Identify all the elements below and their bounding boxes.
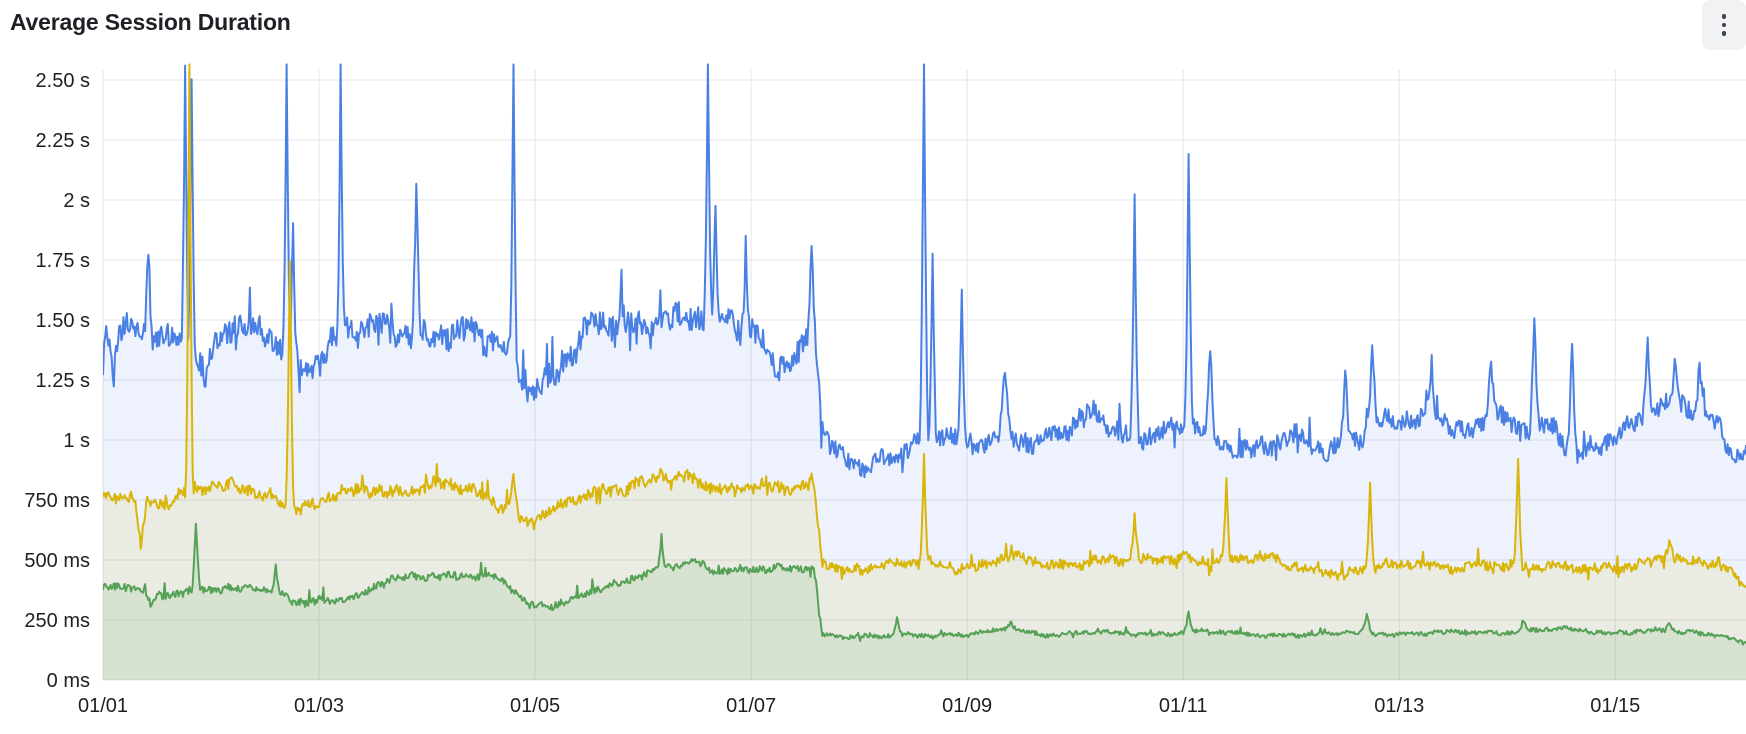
y-tick-label: 2.25 s	[36, 130, 90, 152]
panel-menu-button[interactable]	[1702, 0, 1746, 50]
x-tick-label: 01/03	[294, 695, 344, 717]
series-green-area	[103, 523, 1746, 680]
y-tick-label: 1.25 s	[36, 370, 90, 392]
x-tick-label: 01/13	[1374, 695, 1424, 717]
kebab-dot	[1721, 14, 1727, 19]
y-tick-label: 1 s	[63, 430, 90, 452]
series-yellow-area	[103, 64, 1746, 680]
series-blue-line	[103, 63, 1746, 479]
kebab-menu-icon	[1721, 14, 1727, 36]
x-tick-label: 01/01	[78, 695, 128, 717]
x-tick-label: 01/11	[1159, 695, 1208, 717]
panel-title: Average Session Duration	[10, 9, 291, 35]
y-tick-label: 2.50 s	[36, 70, 90, 92]
kebab-dot	[1721, 22, 1727, 28]
x-gridlines	[102, 70, 1616, 680]
y-tick-label: 750 ms	[24, 490, 90, 512]
y-tick-label: 250 ms	[24, 610, 90, 632]
series-blue-area	[103, 64, 1746, 680]
x-tick-label: 01/09	[942, 695, 992, 717]
panel-header: Average Session Duration	[0, 0, 1746, 54]
y-tick-label: 500 ms	[24, 550, 90, 572]
x-tick-label: 01/05	[510, 695, 560, 717]
y-axis-labels: 0 ms 250 ms 500 ms 750 ms 1 s 1.25 s 1.50 s 1.7…	[24, 70, 90, 692]
x-tick-label: 01/15	[1590, 695, 1640, 717]
x-axis-labels: 01/01 01/03 01/05 01/07 01/09 01/11 01/13 01/15	[78, 695, 1640, 717]
x-tick-label: 01/07	[726, 695, 776, 717]
y-tick-label: 1.75 s	[36, 250, 90, 272]
series-green-line	[103, 522, 1746, 646]
y-tick-label: 0 ms	[47, 670, 90, 692]
kebab-dot	[1721, 31, 1727, 36]
y-tick-label: 2 s	[63, 190, 90, 212]
y-tick-label: 1.50 s	[36, 310, 90, 332]
series-yellow-line	[103, 63, 1746, 588]
